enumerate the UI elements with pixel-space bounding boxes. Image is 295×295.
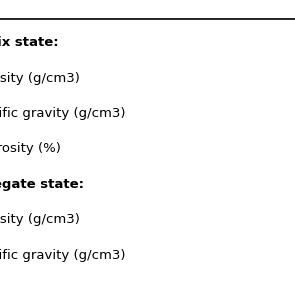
Text: Matrix state:: Matrix state: bbox=[0, 36, 58, 49]
Text: Density (g/cm3): Density (g/cm3) bbox=[0, 72, 80, 85]
Text: Porosity (%): Porosity (%) bbox=[0, 142, 61, 155]
Text: Specific gravity (g/cm3): Specific gravity (g/cm3) bbox=[0, 249, 126, 262]
Text: Density (g/cm3): Density (g/cm3) bbox=[0, 213, 80, 226]
Text: Aggregate state:: Aggregate state: bbox=[0, 178, 84, 191]
Text: Specific gravity (g/cm3): Specific gravity (g/cm3) bbox=[0, 107, 126, 120]
